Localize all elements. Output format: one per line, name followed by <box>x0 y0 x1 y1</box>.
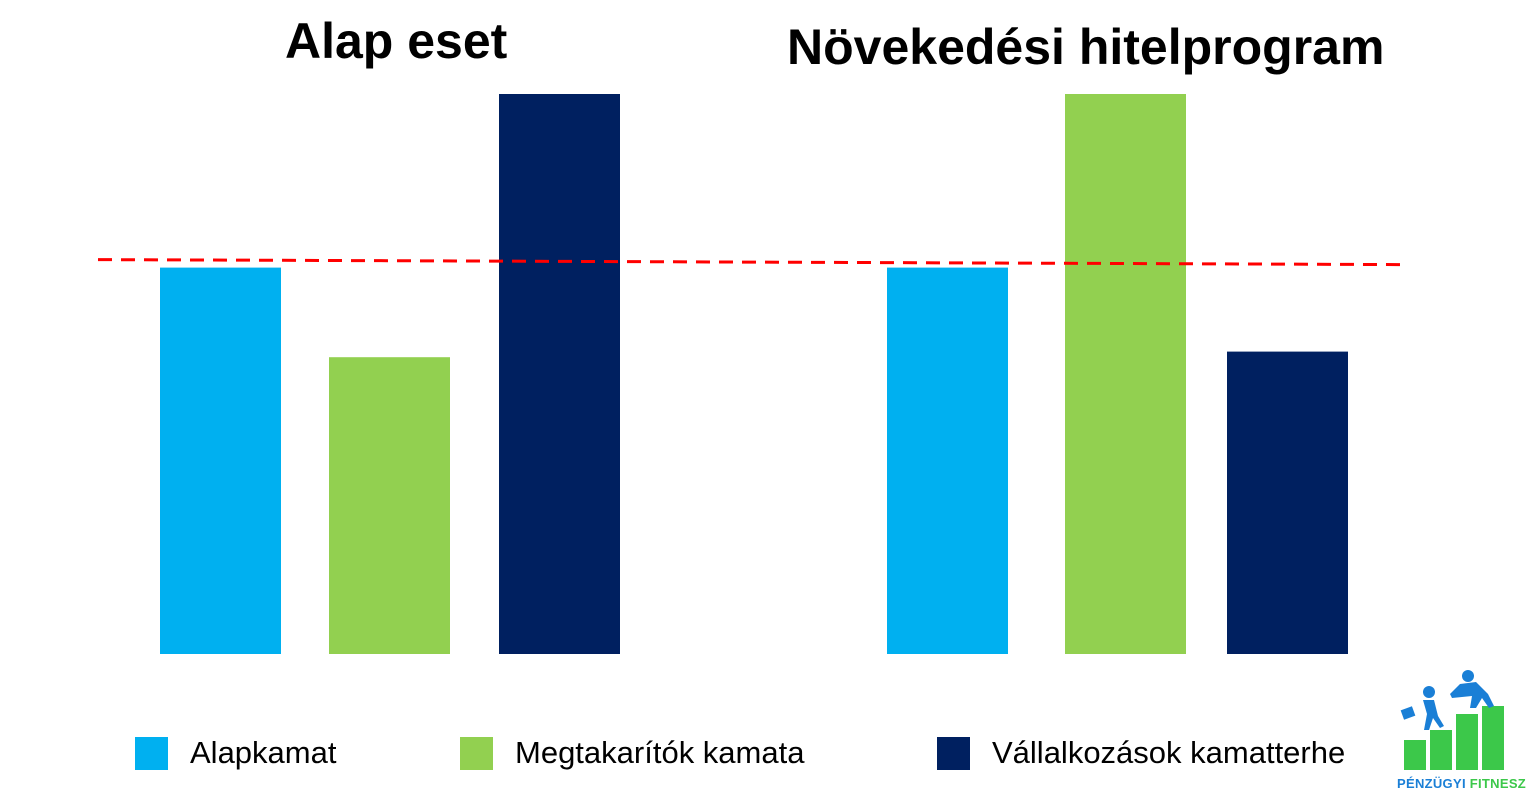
bar-novekedesi-2 <box>1227 351 1348 654</box>
legend-item-alapkamat: Alapkamat <box>135 733 336 773</box>
chart-title-alap-eset: Alap eset <box>285 13 508 69</box>
legend-label: Vállalkozások kamatterhe <box>992 735 1346 770</box>
reference-line <box>97 258 1406 267</box>
bar-alap-eset-0 <box>160 267 281 654</box>
bar-alap-eset-2 <box>499 94 620 654</box>
bar-novekedesi-0 <box>887 267 1008 654</box>
stairs-climbers-icon <box>1400 670 1504 770</box>
logo-text: PÉNZÜGYI FITNESZ <box>1397 776 1527 791</box>
legend-item-megtakaritok-kamata: Megtakarítók kamata <box>460 733 804 773</box>
legend-swatch-vallalkozasok-kamatterhe <box>937 736 970 770</box>
bar-chart <box>97 94 1406 654</box>
legend-swatch-megtakaritok-kamata <box>460 736 493 770</box>
legend-label: Megtakarítók kamata <box>515 735 805 770</box>
legend-label: Alapkamat <box>190 735 337 770</box>
bar-novekedesi-1 <box>1065 94 1186 654</box>
chart-title-novekedesi-hitelprogram: Növekedési hitelprogram <box>787 19 1385 75</box>
legend-swatch-alapkamat <box>135 736 168 770</box>
bar-alap-eset-1 <box>329 357 450 654</box>
legend-item-vallalkozasok-kamatterhe: Vállalkozások kamatterhe <box>937 733 1345 773</box>
